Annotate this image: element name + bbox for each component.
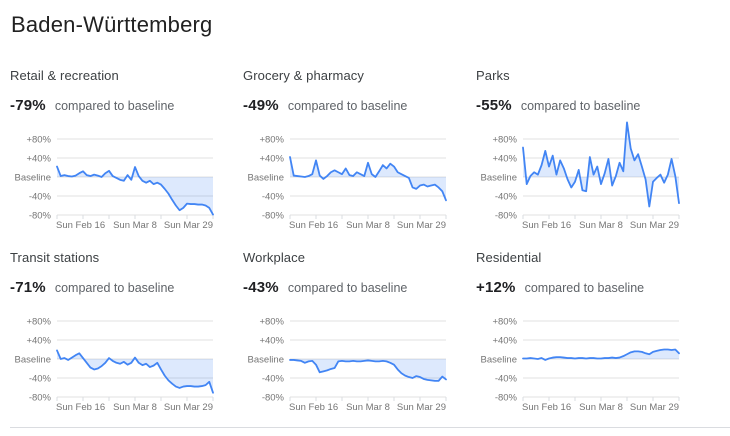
svg-text:-80%: -80% [495,393,518,404]
svg-text:Sun Feb 16: Sun Feb 16 [289,220,338,231]
headline: -79% compared to baseline [10,97,230,117]
parks-line-chart: +80% +40% Baseline -40% -80% Sun Feb 16 Sun Ma… [481,121,680,231]
headline-caption: compared to baseline [54,99,175,113]
svg-text:+80%: +80% [26,317,51,328]
svg-text:Sun Feb 16: Sun Feb 16 [56,220,105,231]
grocery-pharmacy-line-chart: +80% +40% Baseline -40% -80% Sun Feb 16 Sun Ma… [248,135,447,231]
transit-stations-line-chart: +80% +40% Baseline -40% -80% Sun Feb 16 Sun Ma… [15,317,214,413]
category-title: Residential [476,250,542,265]
svg-text:Baseline: Baseline [248,173,284,184]
headline: +12% compared to baseline [476,279,696,299]
svg-text:+80%: +80% [259,317,284,328]
headline-caption: compared to baseline [287,99,408,113]
svg-text:+80%: +80% [259,135,284,146]
svg-text:Sun Feb 16: Sun Feb 16 [56,402,105,413]
svg-text:Sun Mar 8: Sun Mar 8 [346,220,390,231]
svg-text:+40%: +40% [492,336,517,347]
svg-text:Baseline: Baseline [15,173,51,184]
svg-text:-40%: -40% [495,374,518,385]
svg-text:+40%: +40% [26,336,51,347]
headline-caption: compared to baseline [524,281,645,295]
svg-text:-80%: -80% [495,211,518,222]
svg-text:Baseline: Baseline [481,173,517,184]
headline-percentage: -49% [243,97,279,114]
chart-card-retail-recreation: Retail & recreation -79% compared to bas… [10,68,230,231]
svg-text:Sun Mar 8: Sun Mar 8 [113,220,157,231]
svg-text:-40%: -40% [262,374,285,385]
headline-caption: compared to baseline [287,281,408,295]
chart-card-residential: Residential +12% compared to baseline +8… [476,250,696,413]
svg-text:+40%: +40% [26,154,51,165]
svg-text:Sun Mar 29: Sun Mar 29 [397,220,446,231]
bottom-divider [10,427,730,428]
chart-card-parks: Parks -55% compared to baseline +80% +40%… [476,68,696,231]
headline: -49% compared to baseline [243,97,463,117]
svg-text:Sun Mar 8: Sun Mar 8 [579,220,623,231]
svg-text:Sun Mar 8: Sun Mar 8 [579,402,623,413]
svg-text:Sun Mar 8: Sun Mar 8 [346,402,390,413]
svg-text:-40%: -40% [29,192,52,203]
headline-percentage: -55% [476,97,512,114]
residential-line-chart: +80% +40% Baseline -40% -80% Sun Feb 16 Sun Ma… [481,317,680,413]
svg-text:Sun Feb 16: Sun Feb 16 [289,402,338,413]
svg-text:Sun Mar 29: Sun Mar 29 [164,220,213,231]
svg-text:Sun Mar 29: Sun Mar 29 [630,220,679,231]
svg-text:+80%: +80% [492,135,517,146]
headline-caption: compared to baseline [54,281,175,295]
svg-text:Baseline: Baseline [248,355,284,366]
category-title: Workplace [243,250,306,265]
chart-card-transit-stations: Transit stations -71% compared to baseli… [10,250,230,413]
headline: -71% compared to baseline [10,279,230,299]
svg-text:-80%: -80% [262,211,285,222]
svg-text:Sun Feb 16: Sun Feb 16 [522,402,571,413]
headline-percentage: -79% [10,97,46,114]
headline-percentage: -43% [243,279,279,296]
svg-text:Sun Mar 29: Sun Mar 29 [164,402,213,413]
svg-text:Sun Mar 8: Sun Mar 8 [113,402,157,413]
svg-text:-40%: -40% [262,192,285,203]
svg-text:+40%: +40% [259,336,284,347]
workplace-line-chart: +80% +40% Baseline -40% -80% Sun Feb 16 Sun Ma… [248,317,447,413]
chart-card-grocery-pharmacy: Grocery & pharmacy -49% compared to base… [243,68,463,231]
svg-text:-40%: -40% [495,192,518,203]
headline-caption: compared to baseline [520,99,641,113]
svg-text:Sun Mar 29: Sun Mar 29 [397,402,446,413]
headline-percentage: -71% [10,279,46,296]
charts-grid: Retail & recreation -79% compared to bas… [10,68,730,413]
svg-text:Baseline: Baseline [481,355,517,366]
category-title: Parks [476,68,510,83]
svg-text:-80%: -80% [29,211,52,222]
svg-text:Baseline: Baseline [15,355,51,366]
svg-text:-80%: -80% [29,393,52,404]
svg-text:Sun Mar 29: Sun Mar 29 [630,402,679,413]
headline: -43% compared to baseline [243,279,463,299]
svg-text:-40%: -40% [29,374,52,385]
svg-text:+80%: +80% [26,135,51,146]
category-title: Retail & recreation [10,68,119,83]
svg-text:-80%: -80% [262,393,285,404]
category-title: Grocery & pharmacy [243,68,365,83]
svg-text:+40%: +40% [492,154,517,165]
svg-text:+40%: +40% [259,154,284,165]
category-title: Transit stations [10,250,100,265]
headline-percentage: +12% [476,279,516,296]
svg-text:+80%: +80% [492,317,517,328]
svg-text:Sun Feb 16: Sun Feb 16 [522,220,571,231]
retail-recreation-line-chart: +80% +40% Baseline -40% -80% Sun Feb 16 Sun Ma… [15,135,214,231]
page-title: Baden-Württemberg [11,12,213,37]
headline: -55% compared to baseline [476,97,696,117]
chart-card-workplace: Workplace -43% compared to baseline +80%… [243,250,463,413]
